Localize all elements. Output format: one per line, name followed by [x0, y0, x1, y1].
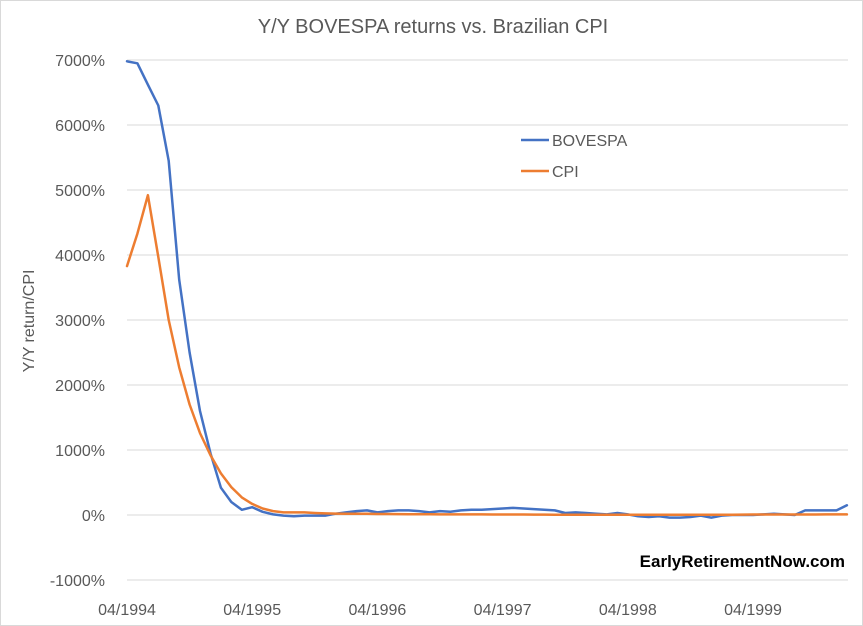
x-tick-label: 04/1999	[724, 602, 782, 619]
legend: BOVESPA CPI	[521, 133, 628, 181]
legend-item-bovespa[interactable]: BOVESPA	[521, 133, 628, 150]
series-line-bovespa	[125, 60, 849, 519]
x-tick-label: 04/1994	[98, 602, 156, 619]
y-tick-label: 5000%	[55, 183, 105, 200]
y-tick-label: 6000%	[55, 118, 105, 135]
y-tick-label: 2000%	[55, 378, 105, 395]
legend-label-cpi: CPI	[552, 164, 579, 181]
y-tick-label: 4000%	[55, 248, 105, 265]
series-lines	[125, 60, 849, 519]
legend-item-cpi[interactable]: CPI	[521, 164, 579, 181]
y-tick-label: 3000%	[55, 313, 105, 330]
x-tick-label: 04/1997	[474, 602, 532, 619]
y-axis-label: Y/Y return/CPI	[21, 270, 38, 373]
y-axis-tick-labels: -1000% 0% 1000% 2000% 3000% 4000% 5000% 6000% 70…	[50, 53, 105, 590]
chart-title: Y/Y BOVESPA returns vs. Brazilian CPI	[258, 16, 609, 38]
x-tick-label: 04/1995	[223, 602, 281, 619]
x-tick-label: 04/1996	[348, 602, 406, 619]
watermark-text: EarlyRetirementNow.com	[640, 552, 845, 571]
y-tick-label: 7000%	[55, 53, 105, 70]
legend-label-bovespa: BOVESPA	[552, 133, 628, 150]
x-axis-tick-labels: 04/1994 04/1995 04/1996 04/1997 04/1998 04/19…	[98, 602, 782, 619]
y-tick-label: -1000%	[50, 573, 105, 590]
x-tick-label: 04/1998	[599, 602, 657, 619]
y-tick-label: 1000%	[55, 443, 105, 460]
series-line-cpi	[125, 193, 849, 517]
y-tick-label: 0%	[82, 508, 105, 525]
gridlines	[127, 59, 848, 581]
